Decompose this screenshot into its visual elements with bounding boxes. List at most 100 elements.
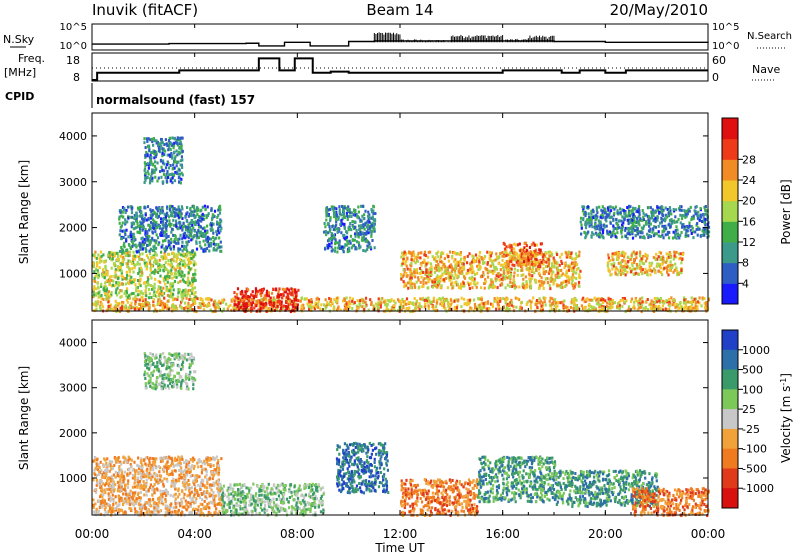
heatmap-cell <box>143 161 146 165</box>
heatmap-cell <box>677 252 681 256</box>
heatmap-cell <box>535 252 538 256</box>
heatmap-cell <box>657 263 661 267</box>
heatmap-cell <box>180 274 183 278</box>
heatmap-cell <box>166 307 169 311</box>
heatmap-cell <box>447 259 451 263</box>
heatmap-cell <box>362 249 365 253</box>
heatmap-cell <box>156 140 159 144</box>
heatmap-cell <box>144 284 147 288</box>
heatmap-cell <box>471 254 474 258</box>
heatmap-cell <box>616 273 619 277</box>
heatmap-cell <box>212 310 215 314</box>
heatmap-cell <box>96 262 99 266</box>
heatmap-cell <box>122 257 126 261</box>
heatmap-cell <box>436 285 439 289</box>
heatmap-cell <box>115 288 118 292</box>
heatmap-cell <box>282 292 285 296</box>
heatmap-cell <box>442 263 445 267</box>
heatmap-cell <box>128 306 131 310</box>
heatmap-cell <box>565 279 569 283</box>
heatmap-cell <box>151 222 154 226</box>
heatmap-cell <box>141 240 144 244</box>
heatmap-cell <box>634 233 637 237</box>
heatmap-cell <box>361 204 365 208</box>
heatmap-cell <box>115 282 118 286</box>
heatmap-cell <box>133 226 137 230</box>
heatmap-cell <box>687 207 690 211</box>
heatmap-cell <box>358 304 362 308</box>
heatmap-cell <box>175 257 178 261</box>
heatmap-cell <box>365 248 369 252</box>
heatmap-cell <box>538 271 541 275</box>
heatmap-cell <box>198 301 201 305</box>
heatmap-cell <box>486 300 490 304</box>
heatmap-cell <box>317 303 320 307</box>
heatmap-cell <box>564 285 567 289</box>
heatmap-cell <box>188 294 191 298</box>
heatmap-cell <box>449 275 452 279</box>
heatmap-cell <box>476 281 479 285</box>
heatmap-cell <box>410 264 413 268</box>
heatmap-cell <box>600 227 603 231</box>
heatmap-cell <box>210 207 213 211</box>
heatmap-cell <box>454 268 457 272</box>
heatmap-cell <box>589 304 592 308</box>
heatmap-cell <box>463 255 466 259</box>
heatmap-cell <box>115 308 118 312</box>
heatmap-cell <box>169 164 172 168</box>
heatmap-cell <box>168 208 172 212</box>
heatmap-cell <box>574 282 577 286</box>
heatmap-cell <box>459 286 462 290</box>
heatmap-cell <box>111 253 114 257</box>
heatmap-cell <box>212 213 215 217</box>
heatmap-cell <box>210 223 213 227</box>
heatmap-cell <box>226 307 229 311</box>
heatmap-cell <box>148 228 151 232</box>
heatmap-cell <box>504 250 507 254</box>
heatmap-cell <box>148 243 151 247</box>
heatmap-cell <box>159 208 162 212</box>
heatmap-cell <box>106 272 109 276</box>
heatmap-cell <box>614 267 617 271</box>
heatmap-cell <box>435 264 438 268</box>
heatmap-cell <box>179 223 182 227</box>
heatmap-cell <box>548 284 551 288</box>
heatmap-cell <box>489 283 492 287</box>
heatmap-cell <box>665 299 668 303</box>
heatmap-cell <box>387 308 390 312</box>
heatmap-cell <box>105 288 109 292</box>
heatmap-cell <box>163 234 166 238</box>
heatmap-cell <box>552 301 555 305</box>
heatmap-cell <box>334 240 337 244</box>
heatmap-cell <box>330 205 333 209</box>
heatmap-cell <box>522 285 525 289</box>
heatmap-cell <box>528 277 531 281</box>
heatmap-cell <box>162 169 166 173</box>
heatmap-cell <box>334 246 337 250</box>
heatmap-cell <box>144 238 147 242</box>
heatmap-cell <box>157 264 160 268</box>
heatmap-cell <box>443 279 446 283</box>
heatmap-cell <box>195 241 198 245</box>
heatmap-cell <box>146 276 150 280</box>
heatmap-cell <box>117 259 120 263</box>
heatmap-cell <box>104 281 107 285</box>
heatmap-cell <box>167 139 171 143</box>
heatmap-cell <box>541 301 544 305</box>
heatmap-cell <box>615 257 619 261</box>
heatmap-cell <box>638 254 642 258</box>
heatmap-cell <box>345 243 348 247</box>
heatmap-cell <box>250 293 253 297</box>
heatmap-cell <box>206 214 210 218</box>
heatmap-cell <box>113 251 116 255</box>
heatmap-cell <box>143 167 147 171</box>
heatmap-cell <box>125 261 128 265</box>
heatmap-cell <box>542 286 545 290</box>
heatmap-cell <box>560 268 563 272</box>
heatmap-cell <box>159 169 162 173</box>
heatmap-cell <box>219 229 222 233</box>
heatmap-cell <box>111 307 114 311</box>
heatmap-cell <box>598 303 601 307</box>
heatmap-cell <box>160 144 163 148</box>
heatmap-cell <box>402 268 405 272</box>
